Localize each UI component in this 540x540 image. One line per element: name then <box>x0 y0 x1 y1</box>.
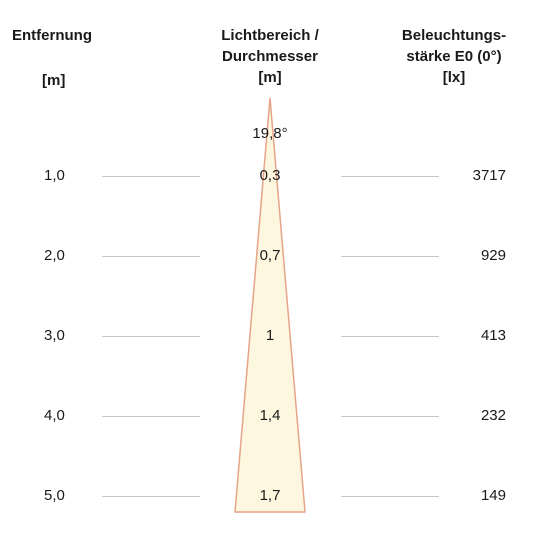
distance-unit: [m] <box>42 72 66 89</box>
light-cone-shape <box>234 97 306 513</box>
diameter-value: 1,4 <box>259 407 281 424</box>
diameter-value: 1,7 <box>259 487 281 504</box>
row-divider-right <box>341 176 439 177</box>
diameter-value: 0,3 <box>259 167 281 184</box>
row-divider-left <box>102 176 200 177</box>
diameter-unit: [m] <box>258 69 282 86</box>
distance-value: 4,0 <box>44 407 65 424</box>
lux-value: 3717 <box>472 167 506 184</box>
illuminance-unit: [lx] <box>442 69 466 86</box>
row-divider-left <box>102 496 200 497</box>
distance-value: 3,0 <box>44 327 65 344</box>
lux-value: 413 <box>480 327 506 344</box>
row-divider-left <box>102 416 200 417</box>
illuminance-header-line1: Beleuchtungs- <box>401 27 507 44</box>
beam-angle-label: 19,8° <box>252 125 288 142</box>
row-divider-right <box>341 336 439 337</box>
row-divider-right <box>341 496 439 497</box>
distance-value: 5,0 <box>44 487 65 504</box>
diameter-value: 1 <box>265 327 275 344</box>
row-divider-right <box>341 256 439 257</box>
row-divider-left <box>102 256 200 257</box>
diameter-header: Lichtbereich / Durchmesser [m] <box>170 25 370 88</box>
distance-header: Entfernung <box>12 27 92 44</box>
lux-value: 232 <box>480 407 506 424</box>
lux-value: 149 <box>480 487 506 504</box>
diameter-value: 0,7 <box>259 247 281 264</box>
distance-value: 1,0 <box>44 167 65 184</box>
lux-value: 929 <box>480 247 506 264</box>
illuminance-header: Beleuchtungs- stärke E0 (0°) [lx] <box>386 25 522 88</box>
distance-value: 2,0 <box>44 247 65 264</box>
diameter-header-line1: Lichtbereich / <box>221 27 319 44</box>
row-divider-left <box>102 336 200 337</box>
illuminance-header-line2: stärke E0 (0°) <box>406 48 502 65</box>
diameter-header-line2: Durchmesser <box>222 48 318 65</box>
row-divider-right <box>341 416 439 417</box>
